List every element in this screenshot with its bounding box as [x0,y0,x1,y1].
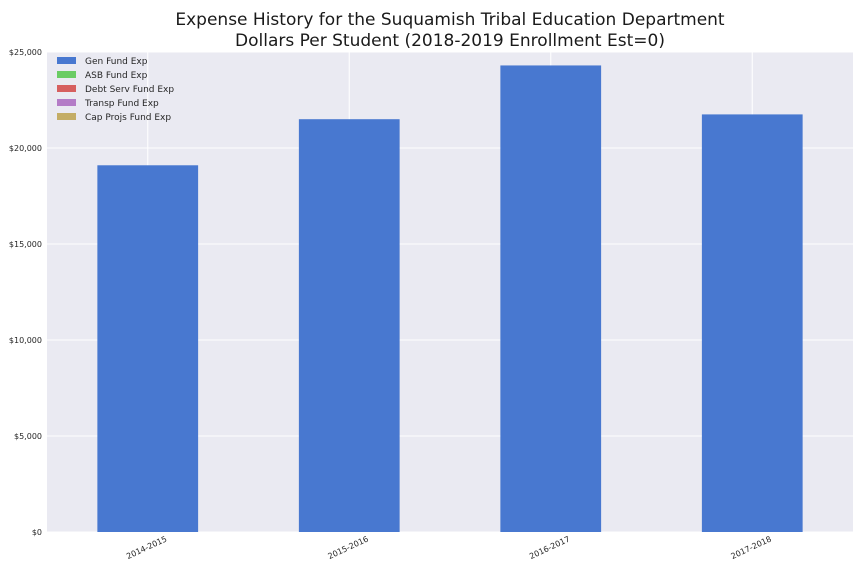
legend-swatch-asb-fund-exp [57,71,76,78]
legend-label-gen-fund-exp: Gen Fund Exp [85,57,148,67]
y-tick-label: $15,000 [9,240,42,249]
x-tick-label: 2015-2016 [327,534,370,561]
legend-swatch-transp-fund-exp [57,99,76,106]
bar-gen-fund-exp-2016-2017 [500,65,602,532]
legend-label-cap-projs-fund-exp: Cap Projs Fund Exp [85,113,171,123]
legend-label-asb-fund-exp: ASB Fund Exp [85,71,148,81]
legend-label-debt-serv-fund-exp: Debt Serv Fund Exp [85,85,174,95]
y-tick-label: $10,000 [9,336,42,345]
y-tick-label: $25,000 [9,48,42,57]
bar-gen-fund-exp-2017-2018 [701,114,803,533]
legend-swatch-cap-projs-fund-exp [57,113,76,120]
chart-title-line-1: Expense History for the Suquamish Tribal… [175,10,725,30]
bar-gen-fund-exp-2014-2015 [97,165,199,532]
x-tick-label: 2016-2017 [528,534,571,561]
y-tick-label: $20,000 [9,144,42,153]
legend-swatch-gen-fund-exp [57,57,76,64]
y-tick-label: $0 [32,528,42,537]
legend-swatch-debt-serv-fund-exp [57,85,76,92]
legend-label-transp-fund-exp: Transp Fund Exp [84,99,159,109]
bar-gen-fund-exp-2015-2016 [298,119,400,532]
x-tick-label: 2017-2018 [730,534,773,561]
x-tick-label: 2014-2015 [125,534,168,561]
chart-title-line-2: Dollars Per Student (2018-2019 Enrollmen… [235,31,665,51]
y-tick-label: $5,000 [14,432,42,441]
